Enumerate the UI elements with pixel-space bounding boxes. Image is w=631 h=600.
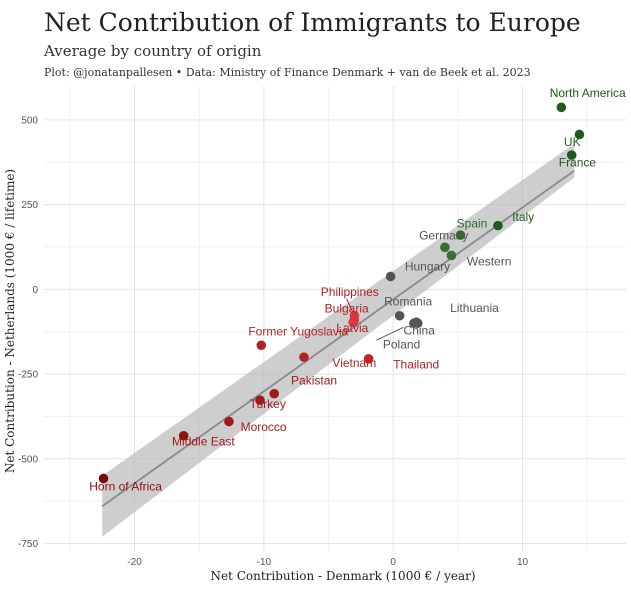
y-axis-title: Net Contribution - Netherlands (1000 € /… [3, 169, 17, 473]
y-tick-label: 0 [32, 285, 38, 296]
trend-line [101, 169, 575, 507]
y-tick-label: -250 [18, 370, 38, 381]
chart-subtitle: Average by country of origin [44, 42, 262, 60]
point-label: Poland [383, 338, 420, 352]
tick-labels: -20 -10 0 10 500 250 0 -250 -500 -750 [18, 115, 529, 568]
point-label: Italy [512, 210, 534, 224]
point-label: North America [550, 86, 626, 100]
data-point [269, 388, 280, 399]
x-tick-label: 0 [390, 557, 396, 568]
data-point [493, 220, 503, 231]
point-label: Spain [457, 216, 488, 230]
chart-caption: Plot: @jonatanpallesen • Data: Ministry … [44, 66, 531, 79]
point-label: Middle East [172, 435, 235, 449]
data-point [98, 473, 109, 484]
point-label: Pakistan [291, 374, 337, 388]
data-point [363, 354, 374, 364]
point-label: Western [467, 254, 511, 268]
data-point [256, 340, 267, 351]
point-label: Horn of Africa [89, 480, 162, 494]
point-label: Lithuania [450, 301, 499, 315]
data-point [440, 242, 450, 253]
point-label: France [559, 155, 597, 169]
point-label: Bulgaria [325, 301, 369, 315]
y-tick-label: -750 [18, 539, 38, 550]
data-point [412, 318, 423, 329]
point-label: Turkey [250, 397, 286, 411]
point-label: China [404, 323, 436, 337]
point-label: UK [564, 135, 581, 149]
data-point [446, 250, 457, 261]
data-point [566, 150, 577, 160]
points-layer [98, 102, 585, 484]
label-connector [376, 326, 404, 341]
data-point [394, 310, 405, 321]
chart-title: Net Contribution of Immigrants to Europe [44, 8, 581, 37]
data-point [299, 352, 309, 362]
trend-layer [101, 143, 575, 537]
point-label: Germany [419, 229, 468, 243]
point-label: Philippines [321, 285, 379, 299]
data-point [348, 317, 358, 328]
data-point [556, 102, 567, 113]
point-label: Vietnam [332, 356, 376, 370]
data-point [178, 430, 189, 441]
y-tick-label: -500 [18, 454, 38, 465]
x-tick-label: -10 [257, 557, 272, 568]
x-tick-label: -20 [127, 557, 142, 568]
data-point [574, 129, 585, 140]
point-label: Former Yugoslavia [248, 324, 348, 338]
point-label: Thailand [393, 357, 439, 371]
data-point [455, 230, 466, 240]
point-label: Latvia [336, 321, 368, 335]
data-point [224, 416, 234, 427]
data-point [255, 395, 265, 405]
x-tick-label: 10 [517, 557, 529, 568]
confidence-band [102, 143, 575, 537]
point-label: Romania [384, 294, 432, 308]
point-label: Morocco [241, 420, 287, 434]
data-point [385, 271, 396, 282]
y-tick-label: 250 [21, 200, 38, 211]
x-axis-title: Net Contribution - Denmark (1000 € / yea… [210, 569, 475, 583]
point-label: Hungary [405, 259, 450, 273]
y-tick-label: 500 [21, 115, 38, 126]
